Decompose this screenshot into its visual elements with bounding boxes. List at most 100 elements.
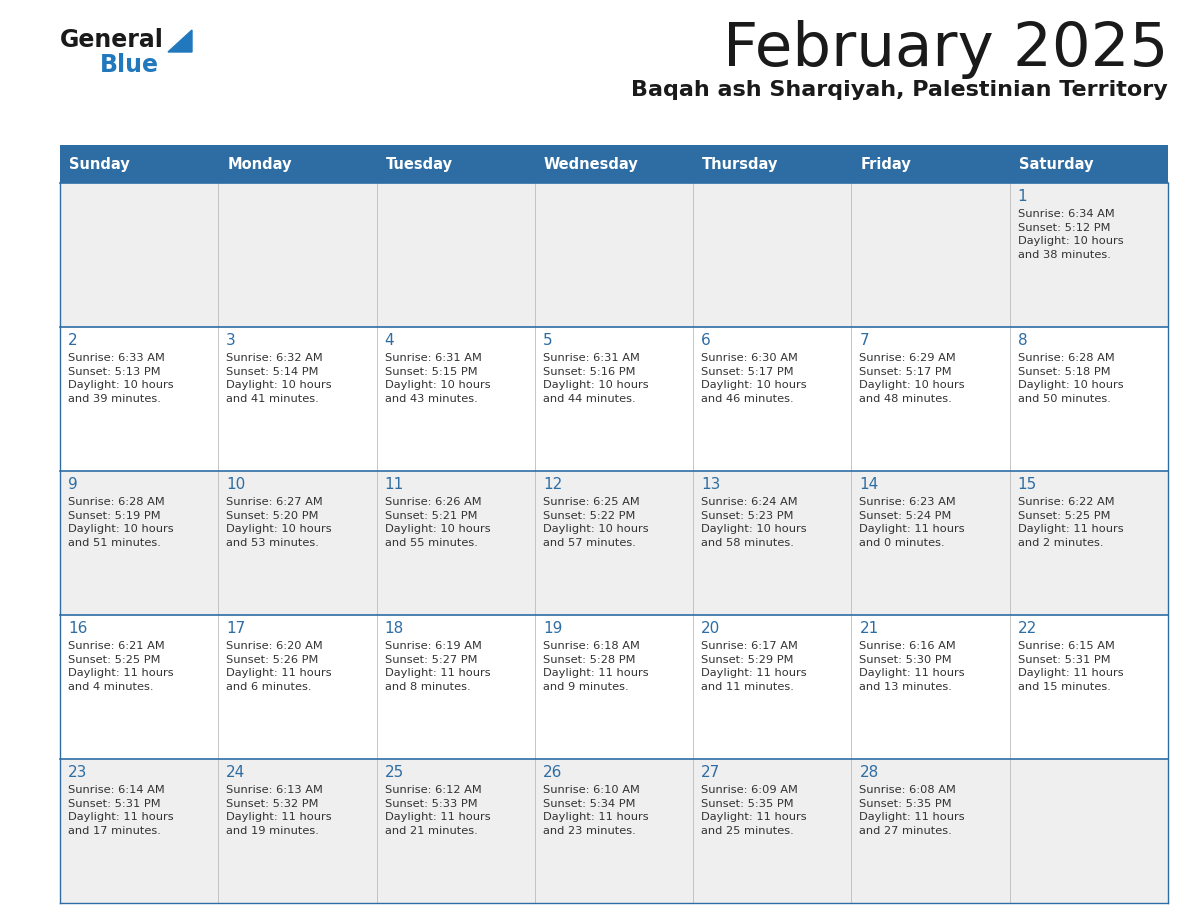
Text: 19: 19 (543, 621, 562, 636)
Bar (219, 759, 377, 903)
Text: 3: 3 (226, 333, 236, 348)
Text: 7: 7 (859, 333, 870, 348)
Text: 9: 9 (68, 477, 77, 492)
Bar (693, 183, 852, 327)
Text: 26: 26 (543, 765, 562, 780)
Bar (61, 327, 219, 471)
Text: Sunrise: 6:26 AM
Sunset: 5:21 PM
Daylight: 10 hours
and 55 minutes.: Sunrise: 6:26 AM Sunset: 5:21 PM Dayligh… (385, 497, 491, 548)
Bar (1010, 615, 1168, 759)
Text: Thursday: Thursday (702, 156, 778, 172)
Bar (377, 759, 535, 903)
Text: Sunrise: 6:25 AM
Sunset: 5:22 PM
Daylight: 10 hours
and 57 minutes.: Sunrise: 6:25 AM Sunset: 5:22 PM Dayligh… (543, 497, 649, 548)
Bar (535, 145, 693, 183)
Text: 25: 25 (385, 765, 404, 780)
Bar (377, 145, 535, 183)
Text: Sunrise: 6:19 AM
Sunset: 5:27 PM
Daylight: 11 hours
and 8 minutes.: Sunrise: 6:19 AM Sunset: 5:27 PM Dayligh… (385, 641, 491, 692)
Text: Sunday: Sunday (69, 156, 129, 172)
Bar (61, 183, 219, 327)
Bar (1010, 183, 1168, 327)
Text: 14: 14 (859, 477, 879, 492)
Text: Sunrise: 6:28 AM
Sunset: 5:19 PM
Daylight: 10 hours
and 51 minutes.: Sunrise: 6:28 AM Sunset: 5:19 PM Dayligh… (68, 497, 173, 548)
Bar (535, 759, 693, 903)
Text: 20: 20 (701, 621, 720, 636)
Text: Sunrise: 6:33 AM
Sunset: 5:13 PM
Daylight: 10 hours
and 39 minutes.: Sunrise: 6:33 AM Sunset: 5:13 PM Dayligh… (68, 353, 173, 404)
Text: Sunrise: 6:08 AM
Sunset: 5:35 PM
Daylight: 11 hours
and 27 minutes.: Sunrise: 6:08 AM Sunset: 5:35 PM Dayligh… (859, 785, 965, 835)
Bar (219, 145, 377, 183)
Bar (1010, 471, 1168, 615)
Bar (219, 615, 377, 759)
Bar (219, 471, 377, 615)
Text: Sunrise: 6:09 AM
Sunset: 5:35 PM
Daylight: 11 hours
and 25 minutes.: Sunrise: 6:09 AM Sunset: 5:35 PM Dayligh… (701, 785, 807, 835)
Bar (693, 327, 852, 471)
Bar (1010, 327, 1168, 471)
Bar (535, 615, 693, 759)
Text: 6: 6 (701, 333, 710, 348)
Bar (852, 145, 1010, 183)
Bar (535, 471, 693, 615)
Bar (61, 145, 219, 183)
Text: 22: 22 (1018, 621, 1037, 636)
Bar (377, 615, 535, 759)
Bar (693, 615, 852, 759)
Text: Sunrise: 6:31 AM
Sunset: 5:16 PM
Daylight: 10 hours
and 44 minutes.: Sunrise: 6:31 AM Sunset: 5:16 PM Dayligh… (543, 353, 649, 404)
Text: Sunrise: 6:23 AM
Sunset: 5:24 PM
Daylight: 11 hours
and 0 minutes.: Sunrise: 6:23 AM Sunset: 5:24 PM Dayligh… (859, 497, 965, 548)
Text: 12: 12 (543, 477, 562, 492)
Text: 11: 11 (385, 477, 404, 492)
Text: Sunrise: 6:28 AM
Sunset: 5:18 PM
Daylight: 10 hours
and 50 minutes.: Sunrise: 6:28 AM Sunset: 5:18 PM Dayligh… (1018, 353, 1124, 404)
Text: Monday: Monday (227, 156, 292, 172)
Bar (219, 183, 377, 327)
Bar (852, 183, 1010, 327)
Bar (377, 471, 535, 615)
Bar (377, 327, 535, 471)
Text: Sunrise: 6:22 AM
Sunset: 5:25 PM
Daylight: 11 hours
and 2 minutes.: Sunrise: 6:22 AM Sunset: 5:25 PM Dayligh… (1018, 497, 1124, 548)
Text: Sunrise: 6:34 AM
Sunset: 5:12 PM
Daylight: 10 hours
and 38 minutes.: Sunrise: 6:34 AM Sunset: 5:12 PM Dayligh… (1018, 209, 1124, 260)
Text: Sunrise: 6:21 AM
Sunset: 5:25 PM
Daylight: 11 hours
and 4 minutes.: Sunrise: 6:21 AM Sunset: 5:25 PM Dayligh… (68, 641, 173, 692)
Text: Saturday: Saturday (1019, 156, 1093, 172)
Text: Sunrise: 6:20 AM
Sunset: 5:26 PM
Daylight: 11 hours
and 6 minutes.: Sunrise: 6:20 AM Sunset: 5:26 PM Dayligh… (226, 641, 331, 692)
Text: 17: 17 (226, 621, 246, 636)
Text: Sunrise: 6:10 AM
Sunset: 5:34 PM
Daylight: 11 hours
and 23 minutes.: Sunrise: 6:10 AM Sunset: 5:34 PM Dayligh… (543, 785, 649, 835)
Text: Tuesday: Tuesday (386, 156, 453, 172)
Text: Sunrise: 6:14 AM
Sunset: 5:31 PM
Daylight: 11 hours
and 17 minutes.: Sunrise: 6:14 AM Sunset: 5:31 PM Dayligh… (68, 785, 173, 835)
Bar (852, 759, 1010, 903)
Bar (852, 471, 1010, 615)
Bar (61, 615, 219, 759)
Text: 21: 21 (859, 621, 879, 636)
Polygon shape (168, 30, 192, 52)
Text: 8: 8 (1018, 333, 1028, 348)
Text: Sunrise: 6:30 AM
Sunset: 5:17 PM
Daylight: 10 hours
and 46 minutes.: Sunrise: 6:30 AM Sunset: 5:17 PM Dayligh… (701, 353, 807, 404)
Text: Blue: Blue (100, 53, 159, 77)
Text: Sunrise: 6:17 AM
Sunset: 5:29 PM
Daylight: 11 hours
and 11 minutes.: Sunrise: 6:17 AM Sunset: 5:29 PM Dayligh… (701, 641, 807, 692)
Text: Sunrise: 6:16 AM
Sunset: 5:30 PM
Daylight: 11 hours
and 13 minutes.: Sunrise: 6:16 AM Sunset: 5:30 PM Dayligh… (859, 641, 965, 692)
Text: 24: 24 (226, 765, 246, 780)
Text: 27: 27 (701, 765, 720, 780)
Bar (535, 327, 693, 471)
Bar (219, 327, 377, 471)
Text: February 2025: February 2025 (722, 20, 1168, 79)
Text: Sunrise: 6:18 AM
Sunset: 5:28 PM
Daylight: 11 hours
and 9 minutes.: Sunrise: 6:18 AM Sunset: 5:28 PM Dayligh… (543, 641, 649, 692)
Text: 13: 13 (701, 477, 720, 492)
Bar (693, 759, 852, 903)
Text: 2: 2 (68, 333, 77, 348)
Text: Baqah ash Sharqiyah, Palestinian Territory: Baqah ash Sharqiyah, Palestinian Territo… (631, 80, 1168, 100)
Text: 4: 4 (385, 333, 394, 348)
Bar (61, 759, 219, 903)
Bar (693, 471, 852, 615)
Bar (535, 183, 693, 327)
Text: General: General (61, 28, 164, 52)
Text: 5: 5 (543, 333, 552, 348)
Text: 23: 23 (68, 765, 88, 780)
Text: Sunrise: 6:24 AM
Sunset: 5:23 PM
Daylight: 10 hours
and 58 minutes.: Sunrise: 6:24 AM Sunset: 5:23 PM Dayligh… (701, 497, 807, 548)
Text: 28: 28 (859, 765, 879, 780)
Text: Wednesday: Wednesday (544, 156, 639, 172)
Text: Sunrise: 6:15 AM
Sunset: 5:31 PM
Daylight: 11 hours
and 15 minutes.: Sunrise: 6:15 AM Sunset: 5:31 PM Dayligh… (1018, 641, 1124, 692)
Text: Sunrise: 6:13 AM
Sunset: 5:32 PM
Daylight: 11 hours
and 19 minutes.: Sunrise: 6:13 AM Sunset: 5:32 PM Dayligh… (226, 785, 331, 835)
Text: Sunrise: 6:27 AM
Sunset: 5:20 PM
Daylight: 10 hours
and 53 minutes.: Sunrise: 6:27 AM Sunset: 5:20 PM Dayligh… (226, 497, 331, 548)
Text: Friday: Friday (860, 156, 911, 172)
Text: 16: 16 (68, 621, 88, 636)
Text: Sunrise: 6:31 AM
Sunset: 5:15 PM
Daylight: 10 hours
and 43 minutes.: Sunrise: 6:31 AM Sunset: 5:15 PM Dayligh… (385, 353, 491, 404)
Bar (693, 145, 852, 183)
Bar (61, 471, 219, 615)
Text: Sunrise: 6:12 AM
Sunset: 5:33 PM
Daylight: 11 hours
and 21 minutes.: Sunrise: 6:12 AM Sunset: 5:33 PM Dayligh… (385, 785, 491, 835)
Bar (852, 327, 1010, 471)
